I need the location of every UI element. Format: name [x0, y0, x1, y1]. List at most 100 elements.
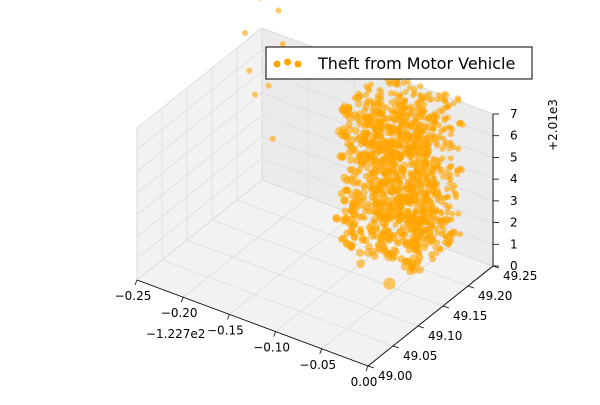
y-tick-label: 49.15: [453, 309, 487, 323]
legend-marker: [294, 60, 302, 68]
legend: Theft from Motor Vehicle: [265, 46, 533, 80]
scatter-point: [356, 259, 365, 268]
scatter-point: [441, 239, 448, 246]
scatter-point: [406, 105, 413, 112]
scatter-point: [407, 180, 416, 189]
y-tick: [442, 305, 450, 309]
scatter-point: [346, 155, 355, 164]
scatter-point: [376, 146, 385, 155]
scatter-point: [351, 233, 359, 242]
scatter-point: [416, 104, 423, 110]
scatter-point: [429, 125, 437, 133]
scatter-point: [450, 100, 457, 107]
scatter-point: [439, 108, 445, 115]
scatter-point: [355, 248, 365, 257]
scatter-point: [376, 158, 385, 166]
scatter-point: [383, 197, 391, 205]
scatter-point: [401, 122, 410, 131]
x-offset-label: −1.227e2: [146, 327, 205, 341]
scatter-point: [375, 123, 384, 132]
scatter-point: [407, 122, 415, 130]
scatter-point: [395, 153, 404, 162]
scatter-point: [417, 83, 424, 90]
scatter-point: [385, 158, 393, 167]
y-tick-label: 49.10: [428, 329, 462, 343]
scatter-point: [373, 131, 381, 140]
legend-marker: [284, 58, 291, 66]
scatter-point: [425, 115, 432, 123]
scatter-point: [429, 255, 436, 263]
scatter-point: [362, 91, 369, 99]
scatter-point: [343, 176, 352, 185]
scatter-point: [457, 231, 464, 238]
scatter-point: [364, 120, 373, 129]
scatter-point: [265, 82, 272, 89]
z-tick-label: 4: [510, 172, 518, 186]
scatter-point: [358, 236, 367, 244]
y-tick: [392, 345, 400, 349]
scatter-point: [383, 180, 392, 189]
scatter-point: [428, 135, 435, 143]
scatter-point: [378, 88, 385, 95]
scatter-point: [252, 91, 258, 98]
scatter-point: [406, 84, 413, 91]
scatter-point: [369, 99, 377, 106]
scatter-point: [453, 194, 459, 201]
scatter-point: [353, 113, 362, 122]
scatter-point: [348, 222, 357, 230]
x-tick-label: −0.20: [161, 306, 198, 320]
scatter-point: [406, 267, 415, 276]
scatter-point: [356, 120, 364, 128]
scatter-point: [371, 185, 380, 194]
scatter-point: [337, 189, 346, 198]
scatter-point: [387, 128, 396, 137]
scatter-point: [442, 201, 449, 208]
scatter-point: [366, 158, 375, 166]
scatter-point: [363, 248, 372, 257]
tick-labels: −0.25 −0.20 −0.15 −0.10 −0.05 0.00 −1.227e2 49.…: [115, 99, 560, 389]
scatter-point: [399, 167, 407, 175]
scatter-point: [440, 173, 447, 180]
scatter-point: [384, 115, 392, 123]
x-tick-label: −0.05: [299, 358, 336, 372]
scatter-point: [437, 168, 444, 175]
scatter-point: [430, 157, 437, 164]
scatter-point: [386, 149, 396, 158]
scatter-point: [397, 215, 406, 223]
scatter-point: [275, 7, 282, 14]
scatter-point: [449, 210, 456, 217]
y-tick: [467, 285, 475, 289]
legend-marker: [273, 60, 281, 68]
scatter-point: [432, 207, 440, 214]
scatter-point: [393, 82, 400, 88]
scatter-point: [414, 246, 423, 255]
scatter-point: [411, 136, 420, 145]
scatter-point: [438, 128, 445, 135]
scatter-point: [342, 133, 352, 142]
scatter-point: [383, 186, 391, 195]
z-tick-label: 0: [510, 259, 518, 273]
scatter-point: [396, 228, 404, 237]
scatter-point: [409, 171, 417, 180]
scatter-point: [402, 227, 410, 235]
scatter-point: [421, 239, 429, 248]
z-tick-label: 7: [510, 107, 518, 121]
scatter-point: [375, 241, 387, 253]
scatter-point: [417, 178, 426, 187]
scatter-point: [410, 92, 417, 99]
scatter-point: [384, 253, 393, 262]
scatter-point: [428, 212, 436, 220]
y-axis-line: [367, 265, 494, 367]
x-tick-label: −0.25: [115, 289, 152, 303]
scatter-point: [396, 141, 404, 149]
scatter-point: [434, 96, 441, 103]
scatter-point: [378, 166, 387, 175]
scatter-point: [389, 108, 397, 116]
scatter-point: [446, 145, 453, 152]
scatter-point: [441, 218, 448, 225]
scatter-point: [394, 130, 403, 139]
scatter-point: [438, 210, 445, 217]
scatter-point: [357, 228, 365, 236]
scatter-point: [343, 229, 351, 237]
scatter-point: [434, 142, 441, 149]
